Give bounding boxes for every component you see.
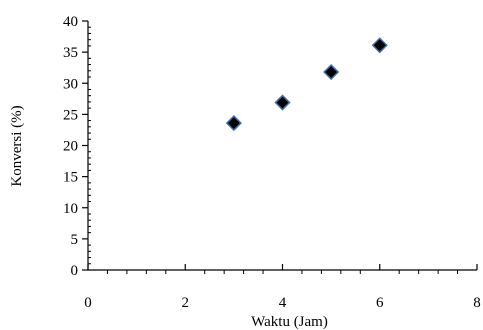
y-tick-label: 20	[63, 139, 78, 155]
y-axis: 0 5 10 15 20 25 30 35 40	[63, 14, 91, 279]
y-tick-label: 15	[63, 170, 78, 186]
x-tick-label: 8	[473, 295, 481, 311]
y-tick-label: 40	[63, 14, 78, 30]
data-point	[274, 94, 291, 111]
y-tick-label: 30	[63, 76, 78, 92]
data-points	[225, 37, 388, 132]
y-tick-label: 5	[71, 232, 79, 248]
x-tick-label: 6	[376, 295, 384, 311]
data-point	[323, 63, 340, 81]
y-tick-label: 10	[63, 201, 78, 217]
y-tick-label: 25	[63, 107, 78, 123]
y-tick-label: 35	[63, 45, 78, 61]
x-tick-label: 4	[279, 295, 287, 311]
data-point	[225, 115, 242, 132]
y-tick-label: 0	[71, 263, 79, 279]
x-axis: 0 2 4 6 8	[84, 264, 481, 311]
x-tick-label: 0	[84, 295, 92, 311]
x-tick-label: 2	[182, 295, 190, 311]
data-point	[371, 37, 388, 54]
y-axis-label: Konversi (%)	[9, 105, 25, 186]
x-axis-label: Waktu (Jam)	[251, 314, 328, 330]
